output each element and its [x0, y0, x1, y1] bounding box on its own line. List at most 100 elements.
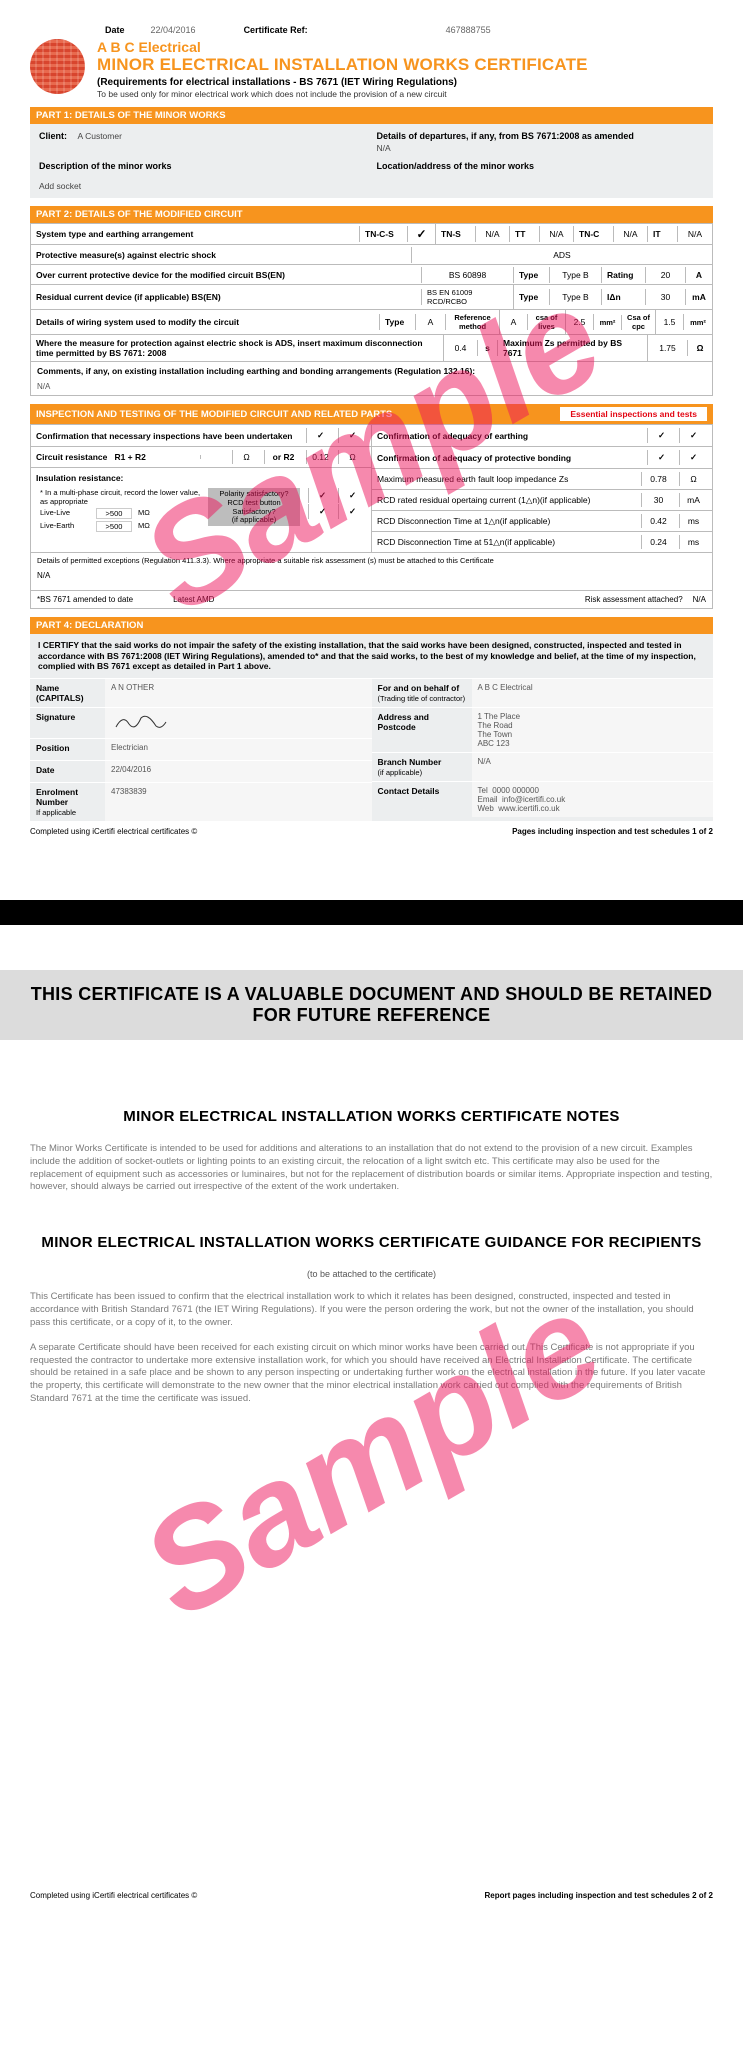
enrol-lbl: Enrolment NumberIf applicable — [30, 783, 105, 821]
signature-icon — [111, 712, 171, 732]
rcd-label: Residual current device (if applicable) … — [31, 289, 422, 305]
mm2-2: mm² — [684, 315, 712, 330]
c2: ✓ — [338, 488, 366, 503]
logo-icon — [30, 39, 85, 94]
inspection-title: INSPECTION AND TESTING OF THE MODIFIED C… — [36, 409, 392, 420]
p2-h1: MINOR ELECTRICAL INSTALLATION WORKS CERT… — [30, 1108, 713, 1125]
header: A B C Electrical MINOR ELECTRICAL INSTAL… — [30, 39, 713, 99]
rcd-type: Type B — [550, 289, 602, 305]
client-value: A Customer — [78, 131, 122, 141]
refmethod-lbl: Reference method — [446, 310, 500, 334]
unit-ohm: Ω — [688, 340, 712, 356]
r3v: 0.78 — [641, 472, 675, 486]
r6v: 0.24 — [641, 535, 675, 549]
r1a: ✓ — [647, 428, 675, 443]
r4u: mA — [679, 493, 707, 507]
date-value: 22/04/2016 — [151, 25, 196, 35]
departures-value: N/A — [377, 143, 705, 153]
ins-l2d: or R2 — [264, 450, 302, 464]
c3: ✓ — [308, 504, 336, 519]
ins-r6: RCD Disconnection Time at 51△n(if applic… — [377, 537, 637, 548]
risk-v: N/A — [693, 595, 706, 604]
ins-ps: Polarity satisfactory? — [210, 490, 298, 498]
tncs-label: TN-C-S — [360, 226, 408, 242]
csacpc: 1.5 — [656, 314, 684, 330]
cert-title: MINOR ELECTRICAL INSTALLATION WORKS CERT… — [97, 55, 588, 75]
desc-value: Add socket — [39, 181, 367, 191]
footer2-right: Report pages including inspection and te… — [485, 1891, 713, 1900]
le-v: >500 — [96, 521, 132, 532]
tnc-label: TN-C — [574, 226, 614, 242]
contact-v: Tel 0000 000000 Email info@icertifi.co.u… — [472, 782, 714, 817]
r5u: ms — [679, 514, 707, 528]
ins-l2f: Ω — [338, 450, 366, 464]
ins-l2e: 0.12 — [306, 450, 334, 464]
r4v: 30 — [641, 493, 675, 507]
contact-lbl: Contact Details — [372, 782, 472, 817]
r6u: ms — [679, 535, 707, 549]
maxzs-lbl: Maximum Zs permitted by BS 7671 — [498, 335, 648, 361]
it-label: IT — [648, 226, 678, 242]
rcd-bs: BS EN 61009 RCD/RCBO — [422, 285, 514, 309]
footer1-left: Completed using iCertifi electrical cert… — [30, 827, 197, 836]
company-name: A B C Electrical — [97, 39, 588, 55]
ocpd-bs: BS 60898 — [422, 267, 514, 283]
departures-label: Details of departures, if any, from BS 7… — [377, 131, 705, 141]
r1b: ✓ — [679, 428, 707, 443]
cert-note: To be used only for minor electrical wor… — [97, 89, 588, 99]
amend-lbl: *BS 7671 amended to date — [37, 595, 133, 604]
risk-lbl: Risk assessment attached? — [585, 595, 683, 604]
footer1-right: Pages including inspection and test sche… — [512, 827, 713, 836]
ll-v: >500 — [96, 508, 132, 519]
ins-l2c-empty — [200, 455, 228, 459]
decl-text: I CERTIFY that the said works do not imp… — [30, 634, 713, 678]
exc-val: N/A — [37, 571, 706, 580]
ins-l1b: ✓ — [338, 428, 366, 443]
page-separator — [0, 900, 743, 925]
addr-lbl: Address and Postcode — [372, 708, 472, 752]
wiring-type: A — [416, 314, 446, 330]
branch-lbl: Branch Number(if applicable) — [372, 753, 472, 781]
ins-r1: Confirmation of adequacy of earthing — [377, 431, 643, 441]
ins-l2a: Circuit resistance — [36, 452, 107, 462]
tns-label: TN-S — [436, 226, 476, 242]
tncs-val: ✓ — [408, 224, 436, 244]
r2a: ✓ — [647, 450, 675, 465]
decl-grid: Name (CAPITALS)A N OTHER Signature Posit… — [30, 678, 713, 821]
behalf-lbl: For and on behalf of(Trading title of co… — [372, 679, 472, 707]
rcd-idn: 30 — [646, 289, 686, 305]
part1-header: PART 1: DETAILS OF THE MINOR WORKS — [30, 107, 713, 124]
r3u: Ω — [679, 472, 707, 486]
ocpd-type-lbl: Type — [514, 267, 550, 283]
part1-box: Client: A Customer Details of departures… — [30, 124, 713, 198]
tnc-val: N/A — [614, 226, 648, 242]
ins-l1a: ✓ — [306, 428, 334, 443]
part2-table: System type and earthing arrangement TN-… — [30, 223, 713, 396]
c4: ✓ — [338, 504, 366, 519]
amend-v: Latest AMD — [173, 595, 214, 604]
csalives: 2.5 — [566, 314, 594, 330]
inspection-header: INSPECTION AND TESTING OF THE MODIFIED C… — [30, 404, 713, 424]
cert-subtitle: (Requirements for electrical installatio… — [97, 77, 588, 88]
ins-r4: RCD rated residual opertaing current (1△… — [377, 495, 637, 506]
csalives-lbl: csa of lives — [528, 310, 566, 334]
cert-ref-value: 467888755 — [446, 25, 491, 35]
ll-lbl: Live-Live — [40, 508, 90, 519]
p2-p1: The Minor Works Certificate is intended … — [30, 1143, 713, 1194]
enrol-v: 47383839 — [105, 783, 372, 821]
ins-l3: Insulation resistance: — [36, 473, 123, 483]
ins-r5: RCD Disconnection Time at 1△n(if applica… — [377, 516, 637, 527]
tns-val: N/A — [476, 226, 510, 242]
it-val: N/A — [678, 226, 712, 242]
unit-ma: mA — [686, 289, 712, 305]
wiring-type-lbl: Type — [380, 314, 416, 330]
le-u: MΩ — [138, 521, 150, 532]
ddate-lbl: Date — [30, 761, 105, 782]
maxdisc: 0.4 — [444, 340, 478, 356]
tt-val: N/A — [540, 226, 574, 242]
r5v: 0.42 — [641, 514, 675, 528]
addr-v: 1 The Place The Road The Town ABC 123 — [472, 708, 714, 752]
pos-lbl: Position — [30, 739, 105, 760]
branch-v: N/A — [472, 753, 714, 781]
ins-l2b: R1 + R2 — [114, 452, 145, 462]
